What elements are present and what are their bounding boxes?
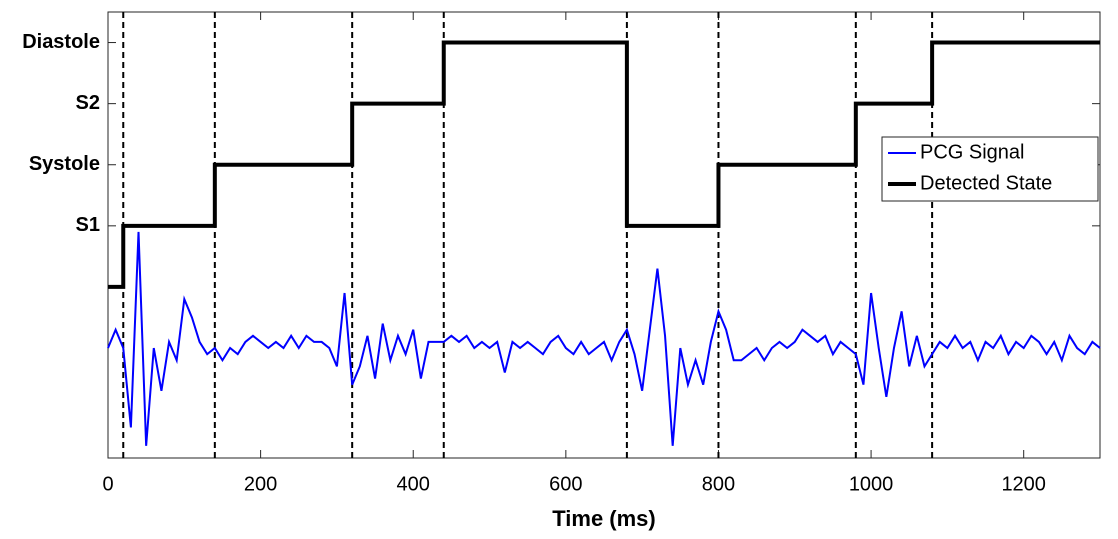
series-line (107, 231, 1101, 446)
series-line (108, 40, 1100, 289)
x-tick-label: 1000 (849, 473, 894, 495)
x-tick-label: 600 (549, 473, 582, 495)
legend-box (881, 136, 1099, 202)
legend: PCG Signal Detected State (881, 136, 1099, 202)
legend-label: PCG Signal (920, 141, 1025, 163)
x-axis-label: Time (ms) (552, 506, 656, 531)
x-tick-label: 1200 (1001, 473, 1046, 495)
y-tick-label: S1 (76, 214, 100, 236)
y-tick-label: Systole (29, 153, 100, 175)
legend-label: Detected State (920, 172, 1052, 194)
x-tick-label: 400 (397, 473, 430, 495)
y-tick-label: Diastole (22, 31, 100, 53)
x-tick-label: 0 (102, 473, 113, 495)
x-tick-label: 200 (244, 473, 277, 495)
x-tick-label: 800 (702, 473, 735, 495)
plot-area (107, 11, 1101, 459)
y-tick-label: S2 (76, 92, 100, 114)
